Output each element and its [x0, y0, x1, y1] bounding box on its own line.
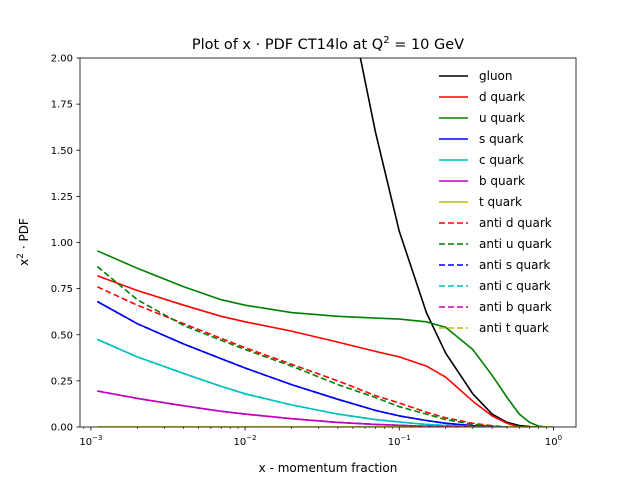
legend-label: anti c quark — [479, 279, 551, 293]
y-tick-label: 0.00 — [51, 423, 73, 434]
legend-label: u quark — [479, 111, 525, 125]
y-tick-label: 1.75 — [51, 100, 73, 111]
y-tick-label: 0.25 — [51, 376, 73, 387]
legend-label: anti t quark — [479, 321, 549, 335]
x-axis: 10−3 10−2 10−1 100 — [79, 427, 562, 448]
legend-label: anti s quark — [479, 258, 550, 272]
series-line-gluon — [359, 58, 539, 427]
series-line-anti-s-quark — [96, 300, 508, 427]
legend-label: gluon — [479, 69, 513, 83]
legend-label: t quark — [479, 195, 522, 209]
legend-label: s quark — [479, 132, 524, 146]
y-tick-label: 1.50 — [51, 146, 73, 157]
series-layer — [96, 58, 554, 427]
legend-label: c quark — [479, 153, 524, 167]
legend-label: anti u quark — [479, 237, 552, 251]
y-tick-label: 2.00 — [51, 54, 73, 65]
legend-label: anti b quark — [479, 300, 552, 314]
series-line-anti-u-quark — [96, 265, 508, 427]
series-line-u-quark — [96, 250, 547, 427]
y-tick-label: 1.00 — [51, 238, 73, 249]
series-line-anti-d-quark — [96, 286, 508, 427]
legend: gluon d quark u quark s quark c quark b quark… — [439, 69, 552, 335]
x-tick-label: 10−3 — [79, 434, 102, 448]
y-axis-label: x2 · PDF — [16, 218, 31, 266]
y-tick-label: 0.50 — [51, 330, 73, 341]
x-tick-label: 10−2 — [234, 434, 257, 448]
legend-label: b quark — [479, 174, 525, 188]
x-axis-label: x - momentum fraction — [259, 461, 398, 475]
y-tick-label: 1.25 — [51, 192, 73, 203]
x-tick-label: 100 — [545, 434, 562, 448]
legend-label: d quark — [479, 90, 525, 104]
chart-title: Plot of x · PDF CT14lo at Q2 = 10 GeV — [192, 35, 464, 53]
x-tick-label: 10−1 — [388, 434, 411, 448]
legend-label: anti d quark — [479, 216, 552, 230]
y-tick-label: 0.75 — [51, 284, 73, 295]
series-line-d-quark — [97, 274, 520, 427]
y-axis: 0.00 0.25 0.50 0.75 1.00 1.25 1.50 1.75 2.00 — [51, 54, 80, 434]
